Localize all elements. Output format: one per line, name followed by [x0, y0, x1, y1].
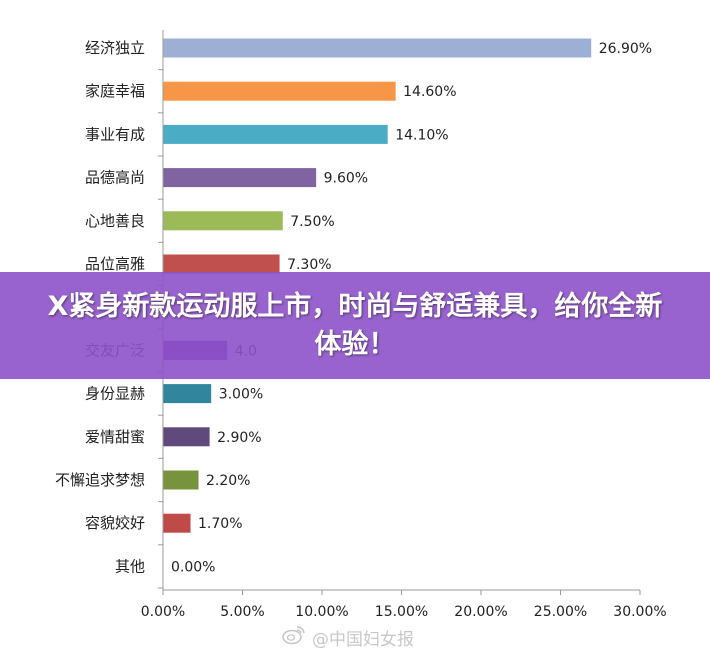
category-label: 容貌姣好 [85, 514, 145, 532]
category-label: 事业有成 [85, 125, 145, 143]
bar [163, 384, 212, 404]
value-label: 7.30% [287, 257, 331, 273]
category-label: 家庭幸福 [85, 82, 145, 100]
category-label: 品位高雅 [85, 255, 145, 273]
watermark-text: @中国妇女报 [312, 629, 414, 650]
watermark: @中国妇女报 [282, 624, 414, 650]
category-label: 品德高尚 [85, 169, 145, 187]
x-tick-label: 15.00% [375, 604, 428, 620]
category-label: 经济独立 [85, 39, 145, 57]
bar [163, 168, 317, 188]
x-tick-label: 10.00% [295, 604, 348, 620]
value-label: 26.90% [599, 41, 652, 57]
bar [163, 124, 388, 144]
value-label: 1.70% [198, 516, 242, 532]
value-label: 9.60% [324, 171, 368, 187]
bar [163, 81, 396, 101]
weibo-icon [282, 625, 306, 649]
category-label: 身份显赫 [85, 385, 145, 403]
category-label: 其他 [115, 557, 145, 575]
category-label: 心地善良 [85, 212, 145, 230]
bar [163, 470, 199, 490]
bar [163, 38, 592, 58]
value-label: 0.00% [171, 559, 215, 575]
value-label: 3.00% [219, 387, 263, 403]
x-tick-label: 5.00% [220, 604, 264, 620]
x-tick-label: 0.00% [141, 604, 185, 620]
headline-banner: X紧身新款运动服上市，时尚与舒适兼具，给你全新体验！ [0, 272, 710, 379]
value-label: 2.20% [206, 473, 250, 489]
x-tick-label: 30.00% [613, 604, 666, 620]
category-label: 不懈追求梦想 [55, 471, 145, 489]
bar [163, 211, 283, 231]
x-tick-label: 20.00% [454, 604, 507, 620]
value-label: 14.10% [395, 127, 448, 143]
value-label: 2.90% [217, 430, 261, 446]
value-label: 7.50% [290, 214, 334, 230]
value-label: 14.60% [403, 84, 456, 100]
x-tick-label: 25.00% [534, 604, 587, 620]
bar [163, 254, 280, 274]
bar [163, 513, 191, 533]
category-label: 爱情甜蜜 [85, 428, 145, 446]
bar [163, 427, 210, 447]
headline-text: X紧身新款运动服上市，时尚与舒适兼具，给你全新体验！ [47, 290, 663, 360]
